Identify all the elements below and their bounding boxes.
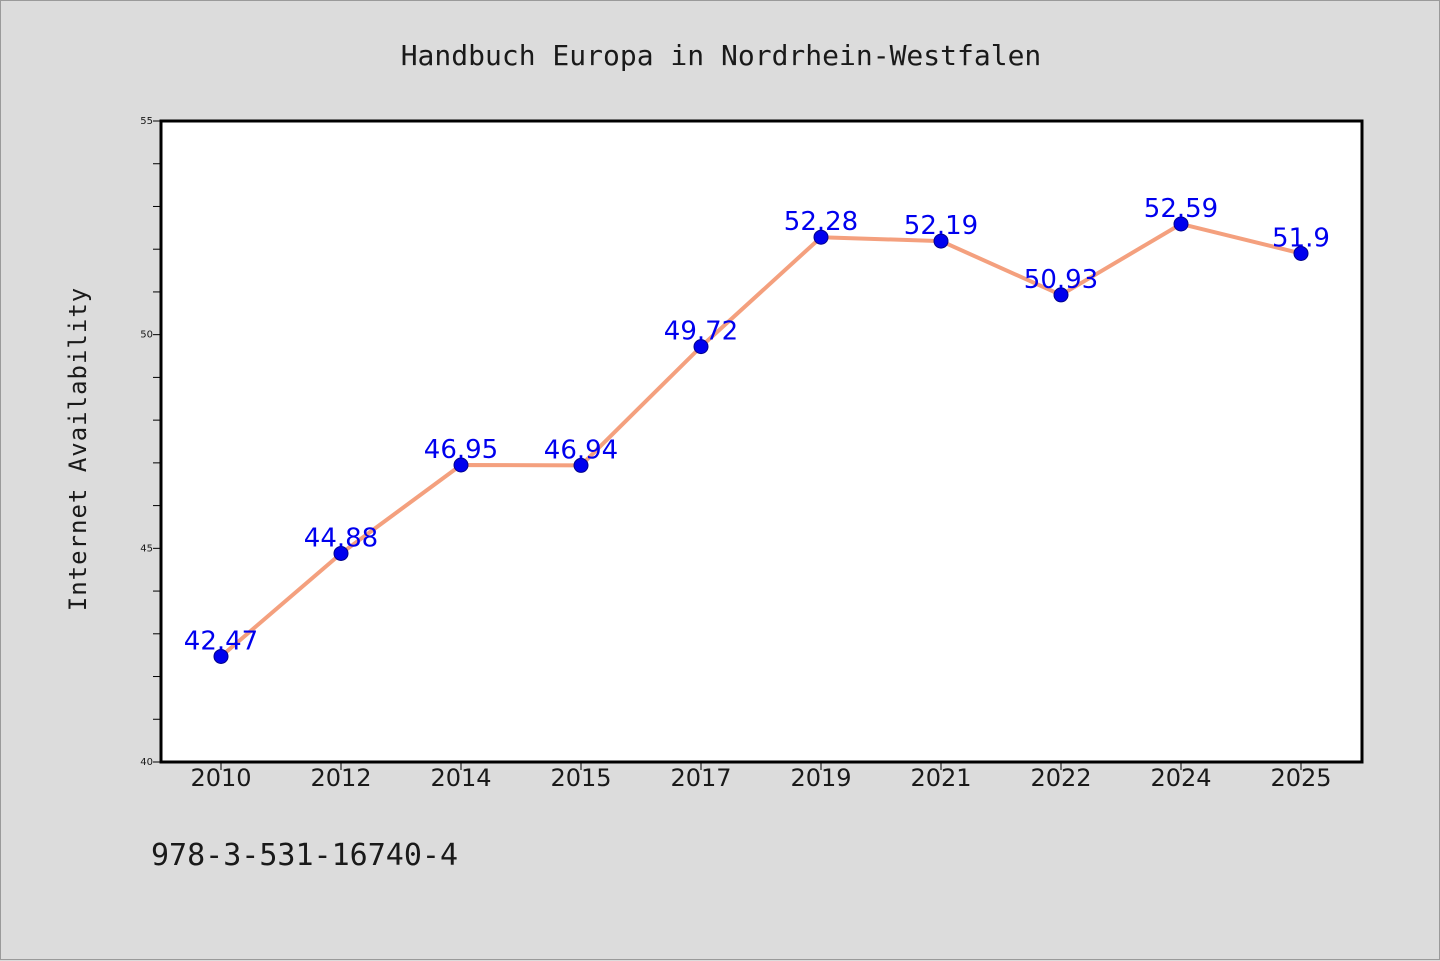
data-point: [1173, 216, 1189, 232]
data-point: [813, 229, 829, 245]
data-label: 50.93: [1024, 265, 1098, 295]
chart-title: Handbuch Europa in Nordrhein-Westfalen: [401, 39, 1042, 72]
series-line: [219, 221, 1303, 659]
x-tick-label: 2025: [1270, 764, 1331, 792]
plot-border: [159, 119, 1364, 764]
data-point: [1053, 287, 1069, 303]
y-tick-label: 55: [140, 116, 153, 127]
y-tick-label: 50: [140, 330, 153, 341]
plot-area: [161, 121, 1362, 762]
data-label: 46.94: [544, 435, 618, 465]
data-point: [333, 545, 349, 561]
y-tick-label: 45: [140, 543, 153, 554]
x-tick-label: 2014: [430, 764, 491, 792]
x-tick-label: 2017: [670, 764, 731, 792]
x-tick-label: 2022: [1030, 764, 1091, 792]
x-tick-label: 2024: [1150, 764, 1211, 792]
data-point: [213, 648, 229, 664]
data-label: 42.47: [184, 626, 258, 656]
x-tick-label: 2021: [910, 764, 971, 792]
data-label: 46.95: [424, 435, 498, 465]
y-axis-label: Internet Availability: [64, 287, 92, 611]
data-label: 44.88: [304, 523, 378, 553]
x-axis: 2010 2012 2014 2015 2017 2019 2021 2022 2024 2025: [190, 762, 1332, 792]
data-point: [453, 457, 469, 473]
series-layer: 42.47 44.88 46.95 46.94 49.72 52.28 52.19 50.93…: [184, 194, 1330, 664]
data-label: 49.72: [664, 317, 738, 347]
x-tick-label: 2010: [190, 764, 251, 792]
x-tick-label: 2015: [550, 764, 611, 792]
data-point: [693, 339, 709, 355]
data-label: 51.9: [1272, 223, 1330, 253]
x-tick-label: 2012: [310, 764, 371, 792]
data-point: [1293, 245, 1309, 261]
data-point: [573, 457, 589, 473]
data-label: 52.28: [784, 207, 858, 237]
y-axis: 40 45 50 55: [140, 116, 153, 768]
isbn-text: 978-3-531-16740-4: [151, 838, 458, 873]
y-tick-label: 40: [140, 757, 153, 768]
x-tick-label: 2019: [790, 764, 851, 792]
data-point: [933, 233, 949, 249]
data-label: 52.59: [1144, 194, 1218, 224]
data-label: 52.19: [904, 211, 978, 241]
